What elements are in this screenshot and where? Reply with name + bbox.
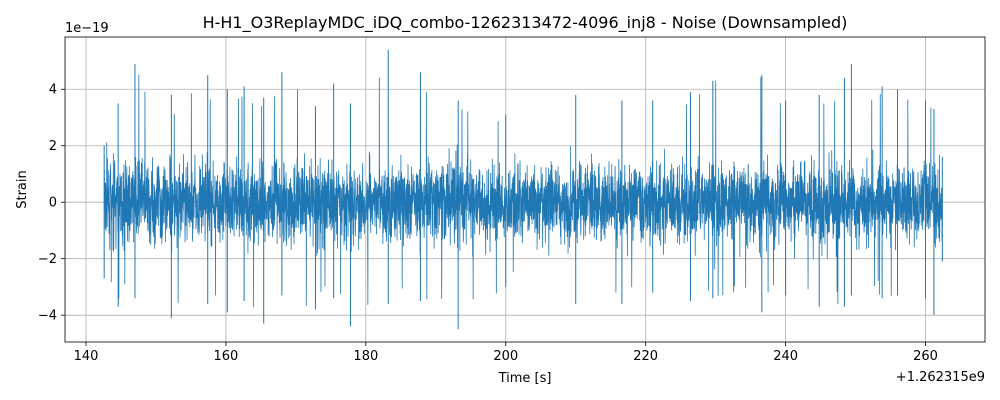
- y-scale-label: 1e−19: [65, 21, 109, 36]
- x-tick-label: 240: [773, 349, 798, 364]
- y-axis-label: Strain: [15, 170, 30, 209]
- y-tick-label: 0: [49, 196, 57, 211]
- y-tick-label: 2: [49, 139, 57, 154]
- y-tick-label: −4: [38, 309, 57, 324]
- x-tick-label: 160: [213, 349, 238, 364]
- y-tick-label: −2: [38, 252, 57, 267]
- x-tick-label: 140: [74, 349, 99, 364]
- x-tick-label: 200: [493, 349, 518, 364]
- x-tick-label: 220: [633, 349, 658, 364]
- x-axis: 140 160 180 200 220 240 260: [74, 342, 938, 364]
- y-tick-label: 4: [49, 83, 57, 98]
- x-tick-label: 180: [353, 349, 378, 364]
- x-offset-label: +1.262315e9: [896, 370, 985, 385]
- x-axis-label: Time [s]: [498, 371, 552, 386]
- y-axis: −4 −2 0 2 4: [38, 83, 65, 324]
- x-tick-label: 260: [913, 349, 938, 364]
- plot-frame: [64, 36, 986, 343]
- chart-title: H-H1_O3ReplayMDC_iDQ_combo-1262313472-40…: [203, 13, 848, 33]
- data-layer: [103, 49, 943, 330]
